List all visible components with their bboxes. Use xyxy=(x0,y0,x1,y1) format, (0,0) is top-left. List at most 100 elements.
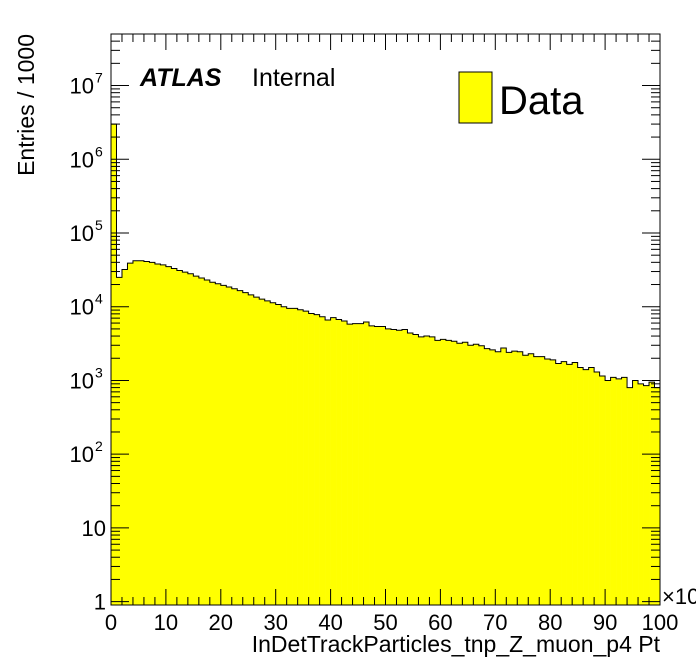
histogram-bin xyxy=(182,272,189,605)
histogram-bin xyxy=(456,343,463,605)
histogram-bin xyxy=(253,297,260,605)
histogram-bin xyxy=(231,288,238,605)
histogram-bin xyxy=(528,353,535,605)
histogram-bin xyxy=(434,340,441,605)
histogram-bin xyxy=(407,333,414,605)
histogram-bin xyxy=(237,290,244,605)
histogram-bin xyxy=(489,349,496,605)
histogram-bin xyxy=(401,329,408,605)
histogram-bin xyxy=(143,261,150,605)
histogram-bin xyxy=(583,369,589,605)
histogram-bin xyxy=(220,285,227,605)
x-tick-label: 20 xyxy=(209,610,233,635)
histogram-bin xyxy=(539,356,546,605)
x-tick-label: 90 xyxy=(593,610,617,635)
histogram-bin xyxy=(390,329,397,605)
histogram-bin xyxy=(297,309,304,605)
x-tick-label: 60 xyxy=(428,610,452,635)
histogram-bin xyxy=(319,316,326,605)
y-axis-label: Entries / 1000 xyxy=(13,34,39,176)
histogram-bin xyxy=(385,328,392,605)
histogram-bin xyxy=(325,320,331,605)
histogram-bin xyxy=(627,387,633,605)
histogram-bin xyxy=(495,351,502,605)
y-tick-label: 10 xyxy=(70,221,94,246)
x-tick-label: 70 xyxy=(483,610,507,635)
histogram-bin xyxy=(209,282,216,605)
x-axis-label: InDetTrackParticles_tnp_Z_muon_p4 Pt xyxy=(252,631,661,657)
histogram-bin xyxy=(506,352,513,605)
histogram-bin xyxy=(500,348,507,605)
histogram-bin xyxy=(215,283,222,605)
histogram-bin xyxy=(451,341,458,605)
histogram-bin xyxy=(132,260,139,605)
histogram-bin xyxy=(605,380,611,605)
histogram-bin xyxy=(275,304,282,605)
histogram-bin xyxy=(358,323,364,605)
x-tick-label: 0 xyxy=(105,610,117,635)
histogram-bin xyxy=(555,363,562,605)
histogram-bin xyxy=(286,308,293,605)
histogram-bin xyxy=(281,306,287,605)
y-tick-label: 10 xyxy=(70,368,94,393)
histogram-bin xyxy=(588,367,595,605)
legend-swatch-data xyxy=(458,71,493,124)
histogram-bin xyxy=(467,345,474,605)
histogram-bin xyxy=(160,264,167,605)
histogram-bin xyxy=(462,342,469,605)
x-multiplier-label: ×10 xyxy=(662,584,696,609)
histogram-bin xyxy=(473,344,480,605)
histogram-bin xyxy=(176,270,183,605)
y-tick-label: 10 xyxy=(70,442,94,467)
histogram-bin xyxy=(303,311,309,605)
histogram-bin xyxy=(127,263,134,605)
legend: Data xyxy=(458,71,584,124)
x-tick-label: 50 xyxy=(373,610,397,635)
histogram-bin xyxy=(533,356,540,605)
y-tick-exponent: 2 xyxy=(95,438,103,454)
y-tick-exponent: 4 xyxy=(95,291,103,307)
x-tick-label: 40 xyxy=(318,610,342,635)
histogram-bin xyxy=(643,385,650,605)
y-tick-label: 1 xyxy=(94,590,106,615)
histogram-bin xyxy=(423,336,430,605)
histogram-bin xyxy=(396,330,403,605)
histogram-bin xyxy=(594,372,600,605)
histogram-bin xyxy=(248,294,255,605)
histogram-bin xyxy=(330,317,337,605)
y-tick-label: 10 xyxy=(70,74,94,99)
histogram-bin xyxy=(649,382,655,605)
histogram-bin xyxy=(341,321,348,605)
histogram-bin xyxy=(369,325,375,605)
histogram-bin xyxy=(264,300,271,605)
histogram-bin xyxy=(517,351,524,605)
atlas-label: ATLAS xyxy=(139,64,222,92)
histogram-bin xyxy=(336,319,342,605)
legend-label-data: Data xyxy=(499,79,584,123)
histogram-bin xyxy=(511,351,518,605)
y-tick-label: 10 xyxy=(70,295,94,320)
histogram-bin xyxy=(572,362,578,605)
x-tick-labels: 0 10 20 30 40 50 60 70 80 90 100 xyxy=(105,610,678,635)
y-tick-label: 10 xyxy=(82,516,106,541)
x-tick-label: 10 xyxy=(154,610,178,635)
histogram-bin xyxy=(550,359,556,605)
histogram-bin xyxy=(380,326,386,605)
histogram-bin xyxy=(116,277,123,605)
histogram-bin xyxy=(440,339,447,605)
histogram-bin xyxy=(347,324,353,605)
histogram-bin xyxy=(599,375,606,605)
histogram-bin xyxy=(308,313,315,605)
histogram-bin xyxy=(314,314,320,605)
histogram-bin xyxy=(242,292,249,605)
histogram-bin xyxy=(121,269,128,605)
histogram-bin xyxy=(632,380,639,605)
histogram-bin xyxy=(187,273,194,605)
histogram-bin xyxy=(522,355,529,605)
x-axis-ticks xyxy=(110,34,661,605)
histogram-bin xyxy=(544,359,551,605)
histogram-bin xyxy=(621,377,628,605)
histogram-bin xyxy=(165,266,172,605)
histogram-bin xyxy=(204,280,211,605)
